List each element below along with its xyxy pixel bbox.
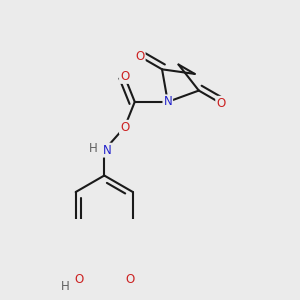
Text: H: H — [61, 280, 69, 292]
Text: O: O — [216, 97, 225, 110]
Text: O: O — [74, 273, 83, 286]
Text: O: O — [126, 273, 135, 286]
Text: N: N — [164, 95, 172, 108]
Text: O: O — [135, 50, 145, 63]
Text: N: N — [102, 144, 111, 157]
Text: O: O — [120, 70, 129, 83]
Text: O: O — [120, 121, 129, 134]
Text: H: H — [88, 142, 97, 155]
